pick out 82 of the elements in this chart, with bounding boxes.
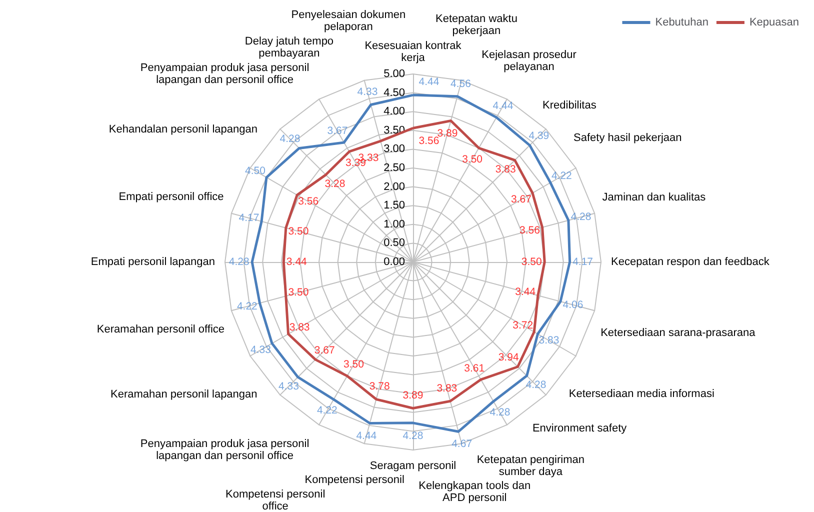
data-label: 3.56: [418, 135, 440, 148]
data-label: 4.17: [238, 212, 260, 224]
spoke-label: Keramahan personil office: [96, 324, 225, 336]
data-label: 4.28: [402, 430, 424, 442]
data-label: 3.67: [511, 194, 532, 206]
data-label: 3.56: [298, 196, 319, 208]
spoke-label: Safety hasil pekerjaan: [574, 132, 682, 144]
data-label: 4.22: [236, 300, 258, 312]
spoke-label: Ketepatan pengiriman sumber daya: [476, 454, 584, 478]
data-label: 3.28: [324, 178, 346, 190]
data-label: 4.67: [452, 438, 472, 450]
y-tick-label: 3.00: [384, 143, 405, 156]
y-tick-label: 1.00: [384, 218, 405, 230]
data-label: 4.33: [250, 344, 272, 356]
data-label: 3.50: [288, 286, 309, 299]
legend-label: Kebutuhan: [655, 16, 708, 28]
data-label: 4.28: [280, 133, 300, 146]
data-label: 3.83: [538, 334, 560, 347]
y-tick-label: 2.50: [384, 162, 405, 174]
spoke-label: Penyampaian produk jasa personil lapangan dan personil office: [140, 62, 310, 86]
y-tick-label: 1.50: [384, 200, 405, 212]
data-label: 3.83: [289, 322, 310, 334]
data-label: 4.28: [526, 378, 546, 391]
data-label: 4.44: [492, 100, 514, 112]
spoke-label: Ketersediaan sarana-prasarana: [600, 326, 756, 339]
spoke-label: Kecepatan respon dan feedback: [610, 256, 770, 268]
legend-label: Kepuasan: [749, 16, 800, 28]
data-label: 4.33: [357, 86, 378, 98]
y-tick-label: 0.00: [384, 256, 405, 268]
data-label: 4.17: [572, 256, 594, 268]
spoke-label: Penyelesaian dokumen pelaporan: [291, 9, 406, 34]
spoke-label: Kredibilitas: [542, 100, 597, 112]
y-tick-label: 2.00: [384, 180, 405, 193]
spoke-label: Kompetensi personil: [304, 474, 404, 486]
data-label: 3.67: [314, 344, 335, 356]
data-label: 3.50: [288, 225, 309, 238]
spoke-label: Kesesuaian kontrak kerja: [364, 40, 462, 64]
data-label: 4.44: [356, 430, 377, 442]
data-label: 3.78: [369, 380, 390, 393]
y-tick-label: 0.50: [384, 237, 405, 250]
data-label: 4.28: [228, 256, 250, 268]
data-label: 3.94: [498, 352, 519, 364]
spoke-label: Environment safety: [532, 422, 628, 435]
data-label: 4.39: [528, 130, 550, 142]
spoke-label: Kejelasan prosedur pelayanan: [482, 49, 577, 74]
data-label: 3.83: [436, 382, 458, 395]
spoke-label: Empati personil lapangan: [90, 256, 215, 268]
spoke-label: Kehandalan personil lapangan: [108, 123, 258, 136]
data-label: 4.28: [570, 210, 592, 223]
data-label: 4.33: [278, 380, 300, 392]
spoke-label: Ketepatan waktu pekerjaan: [435, 13, 518, 38]
data-label: 4.22: [316, 404, 338, 417]
spoke-label: Delay jatuh tempo pembayaran: [244, 36, 334, 60]
data-label: 4.56: [450, 78, 472, 90]
data-label: 3.56: [520, 224, 540, 237]
data-label: 3.44: [286, 256, 308, 268]
data-label: 4.44: [418, 76, 440, 88]
data-label: 4.50: [244, 164, 266, 177]
data-label: 3.72: [512, 319, 534, 332]
data-label: 4.22: [551, 170, 572, 182]
y-tick-label: 5.00: [384, 68, 405, 80]
data-label: 4.06: [562, 298, 584, 311]
spoke-label: Kompetensi personil office: [226, 488, 326, 512]
spoke-label: Keramahan personil lapangan: [110, 388, 258, 400]
spoke-label: Jaminan dan kualitas: [602, 191, 706, 204]
data-label: 3.50: [462, 153, 483, 166]
data-label: 3.83: [495, 163, 516, 176]
y-tick-label: 4.00: [384, 106, 405, 118]
data-label: 3.50: [521, 256, 542, 268]
spoke-label: Kelengkapan tools dan APD personil: [418, 480, 531, 504]
y-tick-label: 4.50: [384, 86, 405, 99]
data-label: 4.28: [490, 406, 510, 419]
spoke-label: Penyampaian produk jasa personil lapangan dan personil office: [140, 438, 310, 462]
data-label: 3.67: [327, 125, 348, 138]
data-label: 3.44: [515, 286, 536, 298]
spoke-label: Ketersediaan media informasi: [568, 388, 714, 400]
spoke-label: Seragam personil: [370, 460, 456, 472]
spoke-label: Empati personil office: [118, 191, 224, 204]
data-label: 3.89: [437, 127, 458, 140]
data-label: 3.61: [464, 362, 485, 374]
data-label: 3.89: [402, 389, 424, 402]
data-label: 3.50: [343, 358, 364, 371]
